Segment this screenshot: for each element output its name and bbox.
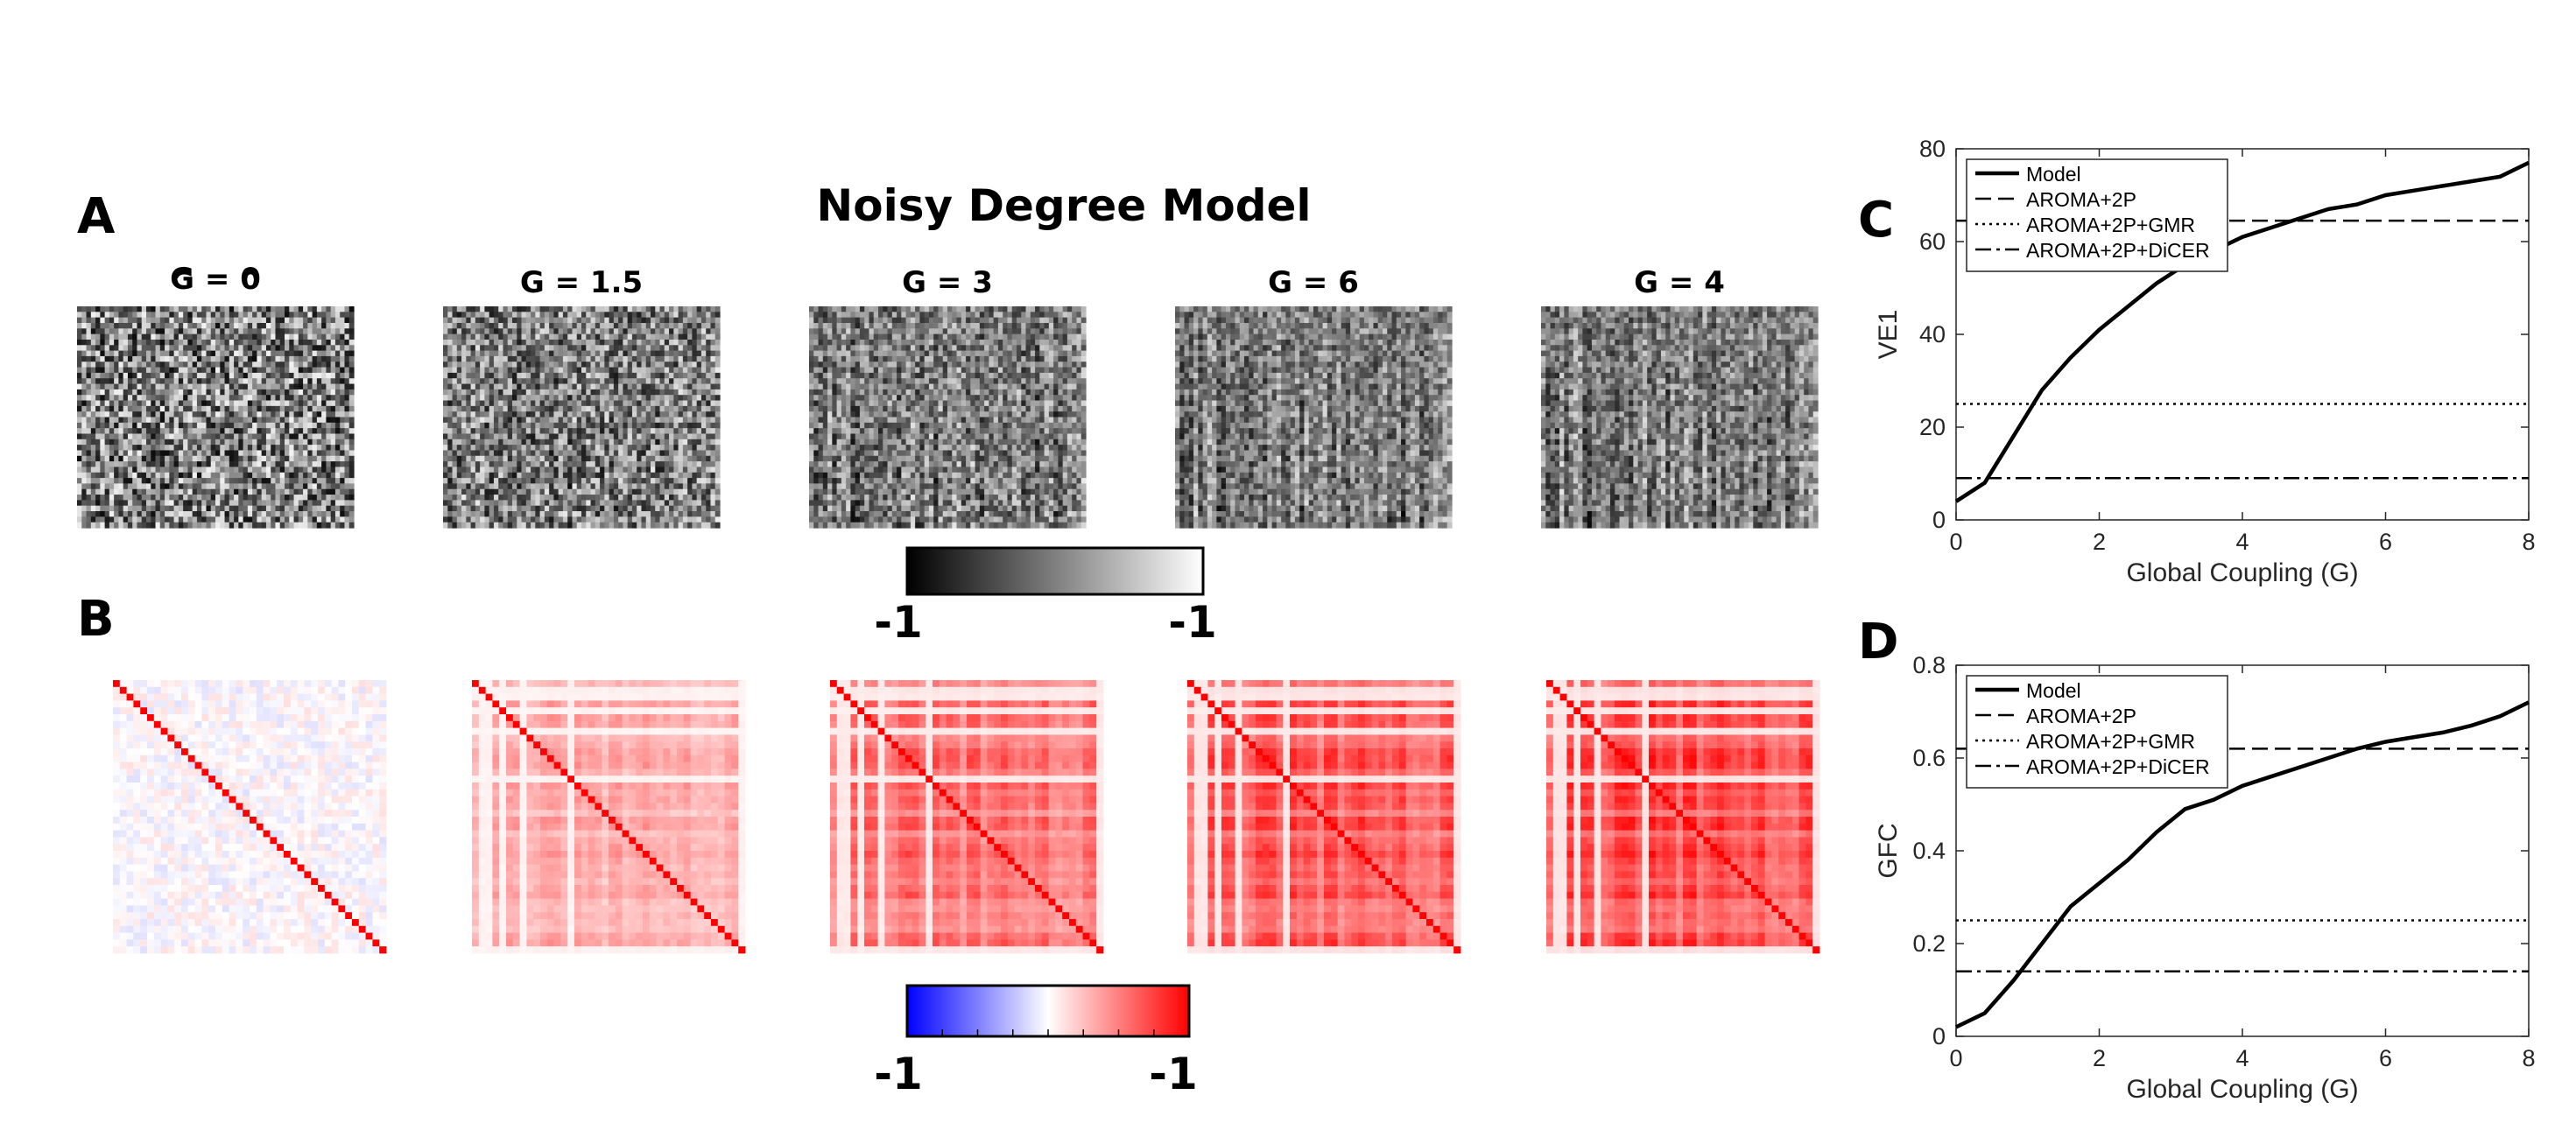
- panel-a-colorbar: -1 -1: [874, 546, 1217, 648]
- legend-box: [1966, 158, 2228, 272]
- gray-colorbar: [905, 546, 1205, 596]
- panel-label-a: A: [77, 188, 116, 245]
- panel-a-subplot-title: G = 6: [1268, 265, 1359, 300]
- y-tick-label: 20: [1919, 414, 1946, 440]
- panel-b-correlation-matrix: [1187, 680, 1461, 954]
- y-tick-label: 0: [1932, 1023, 1946, 1049]
- x-axis-label: Global Coupling (G): [2126, 558, 2358, 587]
- y-tick-label: 0.6: [1912, 745, 1946, 771]
- x-axis-label: Global Coupling (G): [2126, 1075, 2358, 1104]
- bwr-colorbar: [905, 984, 1191, 1038]
- legend-entry: AROMA+2P: [2026, 705, 2136, 727]
- x-tick-label: 0: [1949, 529, 1962, 555]
- panel-a-subplot-title: G = 4: [1634, 265, 1725, 300]
- legend-entry: AROMA+2P: [2026, 188, 2136, 211]
- x-tick-label: 4: [2235, 529, 2249, 555]
- legend-entry: AROMA+2P+DiCER: [2026, 755, 2210, 778]
- x-tick-label: 6: [2379, 1045, 2392, 1071]
- panel-b-correlation-matrix: [113, 680, 387, 954]
- y-axis-label: VE1: [1874, 310, 1903, 360]
- gray-colorbar-min-label: -1: [874, 597, 923, 648]
- panel-d-chart: 0 2 4 6 8 0 0.2 0.4 0.6 0.8 Global Coupling (G) GFC…: [1874, 652, 2536, 1104]
- panel-a-time-series-image: [1175, 306, 1453, 529]
- panel-a-time-series-image: [1541, 306, 1819, 529]
- x-tick-label: 2: [2093, 529, 2106, 555]
- x-tick-label: 8: [2522, 1045, 2535, 1071]
- panel-label-b: B: [77, 591, 115, 648]
- legend-box: [1966, 675, 2228, 789]
- y-tick-label: 0.2: [1912, 930, 1946, 957]
- x-tick-label: 4: [2235, 1045, 2249, 1071]
- bwr-colorbar-max-label: -1: [1149, 1049, 1198, 1099]
- legend-entry: AROMA+2P+DiCER: [2026, 239, 2210, 262]
- legend-entry: Model: [2026, 679, 2081, 702]
- panel-a-subplot-title: G = 3: [902, 265, 993, 300]
- panel-label-c: C: [1858, 192, 1894, 249]
- legend-entry: Model: [2026, 163, 2081, 186]
- panel-b-correlation-matrix: [1546, 680, 1820, 954]
- panel-b-colorbar: -1 -1: [874, 984, 1198, 1099]
- series-line-model: [1955, 700, 2530, 1029]
- panel-b-correlation-matrix: [472, 680, 746, 954]
- panel-label-d: D: [1858, 614, 1898, 670]
- panel-a-subplot-title: G = 1.5: [520, 265, 643, 300]
- panel-b-correlation-matrix: [830, 680, 1104, 954]
- legend-entry: AROMA+2P+GMR: [2026, 730, 2195, 753]
- gray-colorbar-max-label: -1: [1168, 597, 1217, 648]
- panel-a-time-series: G = 0G = 1.5G = 3G = 6G = 4G = 0: [77, 262, 1819, 529]
- panel-a-time-series-image: [443, 306, 721, 529]
- y-tick-label: 60: [1919, 228, 1946, 255]
- x-tick-label: 6: [2379, 529, 2392, 555]
- panel-b-correlation-matrices: [113, 680, 1820, 954]
- legend-entry: AROMA+2P+GMR: [2026, 214, 2195, 236]
- panel-a-time-series-image: [809, 306, 1087, 529]
- figure-title: Noisy Degree Model: [816, 180, 1311, 231]
- y-tick-label: 40: [1919, 321, 1946, 347]
- x-tick-label: 8: [2522, 529, 2535, 555]
- y-tick-label: 0.8: [1912, 652, 1946, 678]
- y-tick-label: 0: [1932, 507, 1946, 533]
- bwr-colorbar-min-label: -1: [874, 1049, 923, 1099]
- x-tick-label: 0: [1949, 1045, 1962, 1071]
- x-tick-label: 2: [2093, 1045, 2106, 1071]
- y-axis-label: GFC: [1874, 823, 1903, 878]
- y-tick-label: 0.4: [1912, 838, 1946, 864]
- series-line-model: [1954, 160, 2530, 503]
- panel-a-time-series-image: [77, 306, 355, 529]
- y-tick-label: 80: [1919, 136, 1946, 162]
